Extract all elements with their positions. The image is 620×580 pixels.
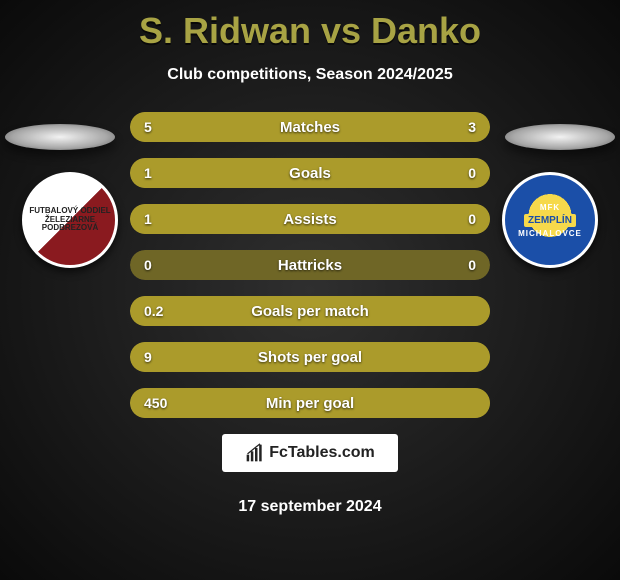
- stat-label: Min per goal: [130, 388, 490, 418]
- stat-label: Matches: [130, 112, 490, 142]
- stat-label: Hattricks: [130, 250, 490, 280]
- stat-label: Goals per match: [130, 296, 490, 326]
- fctables-badge: FcTables.com: [222, 434, 398, 472]
- page-title: S. Ridwan vs Danko: [0, 0, 620, 52]
- club-badge-left-text-bottom: ŽELEZIARNE PODBREZOVÁ: [25, 216, 115, 234]
- club-badge-left: FUTBALOVÝ ODDIEL ŽELEZIARNE PODBREZOVÁ: [22, 172, 118, 268]
- club-badge-right-text-mid: ZEMPLÍN: [524, 214, 576, 227]
- stat-row: 53Matches: [130, 112, 490, 142]
- club-badge-right-text-top: MFK: [540, 203, 560, 212]
- stat-label: Assists: [130, 204, 490, 234]
- stat-row: 0.2Goals per match: [130, 296, 490, 326]
- club-badge-right: MFK ZEMPLÍN MICHALOVCE: [502, 172, 598, 268]
- fctables-label: FcTables.com: [269, 444, 375, 462]
- stat-row: 450Min per goal: [130, 388, 490, 418]
- stat-row: 9Shots per goal: [130, 342, 490, 372]
- stat-row: 10Assists: [130, 204, 490, 234]
- club-badge-right-text-bottom: MICHALOVCE: [518, 229, 582, 238]
- player-shadow-right: [505, 124, 615, 150]
- stats-container: 53Matches 10Goals 10Assists 00Hattricks 0.2G…: [130, 112, 490, 418]
- stat-row: 10Goals: [130, 158, 490, 188]
- chart-icon: [245, 443, 265, 463]
- player-shadow-left: [5, 124, 115, 150]
- stat-row: 00Hattricks: [130, 250, 490, 280]
- stat-label: Goals: [130, 158, 490, 188]
- date-label: 17 september 2024: [0, 498, 620, 516]
- stat-label: Shots per goal: [130, 342, 490, 372]
- page-subtitle: Club competitions, Season 2024/2025: [0, 66, 620, 84]
